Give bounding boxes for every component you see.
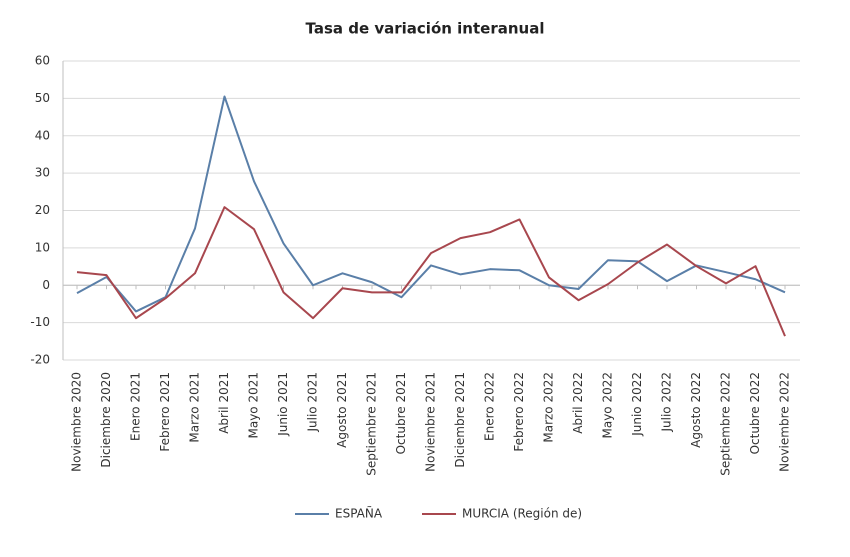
x-tick-label: Mayo 2021 (247, 372, 261, 439)
y-tick-label: 40 (35, 128, 50, 142)
x-tick-label: Diciembre 2020 (99, 372, 113, 468)
x-tick-label: Marzo 2022 (542, 372, 556, 443)
x-tick-label: Junio 2022 (630, 372, 644, 437)
x-tick-label: Junio 2021 (276, 372, 290, 437)
x-tick-label: Noviembre 2022 (778, 372, 792, 472)
series-line (76, 95, 786, 313)
x-tick-label: Enero 2022 (483, 372, 497, 441)
y-tick-label: 0 (42, 278, 50, 292)
x-tick-label: Agosto 2022 (689, 372, 703, 448)
x-tick-label: Abril 2022 (571, 372, 585, 434)
x-tick-label: Enero 2021 (129, 372, 143, 441)
y-tick-label: 20 (35, 203, 50, 217)
x-tick-label: Mayo 2022 (601, 372, 615, 439)
y-tick-label: 10 (35, 240, 50, 254)
x-tick-label: Septiembre 2021 (365, 372, 379, 476)
x-tick-label: Agosto 2021 (335, 372, 349, 448)
x-tick-label: Febrero 2021 (158, 372, 172, 452)
legend-label: MURCIA (Región de) (462, 507, 582, 521)
x-tick-label: Julio 2021 (306, 372, 320, 433)
y-tick-label: 60 (35, 54, 50, 68)
x-tick-label: Noviembre 2020 (70, 372, 84, 472)
y-tick-label: -20 (30, 353, 50, 367)
y-tick-label: 30 (35, 166, 50, 180)
x-tick-label: Febrero 2022 (512, 372, 526, 452)
x-tick-label: Octubre 2021 (394, 372, 408, 454)
x-tick-label: Abril 2021 (217, 372, 231, 434)
series-line (76, 206, 786, 337)
x-tick-label: Marzo 2021 (188, 372, 202, 443)
chart-title: Tasa de variación interanual (306, 20, 545, 38)
y-tick-label: 50 (35, 91, 50, 105)
x-tick-label: Diciembre 2021 (453, 372, 467, 468)
x-tick-label: Octubre 2022 (748, 372, 762, 454)
y-tick-label: -10 (30, 315, 50, 329)
x-tick-label: Julio 2022 (660, 372, 674, 433)
x-tick-label: Septiembre 2022 (719, 372, 733, 476)
x-tick-label: Noviembre 2021 (424, 372, 438, 472)
legend-label: ESPAÑA (335, 506, 383, 521)
